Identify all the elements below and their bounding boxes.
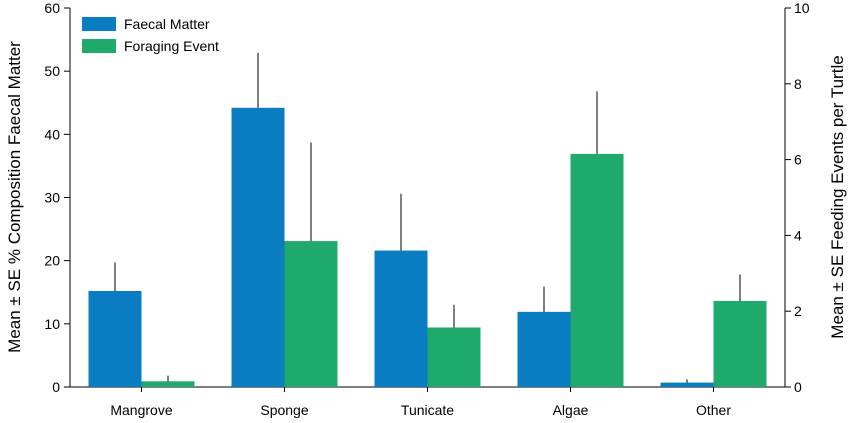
y2-tick-label: 0 [794, 379, 802, 395]
y-tick-label: 30 [44, 190, 60, 206]
legend-label-foraging-event: Foraging Event [124, 38, 219, 54]
y2-tick-label: 2 [794, 303, 802, 319]
y2-axis-title: Mean ± SE Feeding Events per Turtle [828, 55, 847, 338]
y-tick-label: 20 [44, 253, 60, 269]
bar [660, 382, 714, 387]
y-tick-label: 0 [52, 379, 60, 395]
y-tick-label: 40 [44, 126, 60, 142]
bar [713, 300, 767, 387]
bar [284, 241, 338, 387]
bar [374, 250, 428, 387]
bar [570, 153, 624, 387]
y2-tick-label: 6 [794, 152, 802, 168]
x-tick-label: Other [696, 402, 731, 418]
legend: Faecal Matter Foraging Event [82, 16, 219, 54]
ticks-layer: 0 10 20 30 40 50 60 0 2 4 6 8 10 Mangrove Sponge Tunica… [44, 0, 809, 418]
bars-layer [88, 52, 767, 387]
y2-tick-label: 4 [794, 227, 802, 243]
bar [231, 107, 285, 387]
bar [517, 311, 571, 387]
bar [141, 381, 195, 387]
bar [427, 327, 481, 387]
legend-swatch-faecal-matter [82, 17, 116, 31]
y-axis-title: Mean ± SE % Composition Faecal Matter [5, 41, 24, 353]
y-tick-label: 10 [44, 316, 60, 332]
x-tick-label: Tunicate [401, 402, 454, 418]
legend-swatch-foraging-event [82, 39, 116, 53]
y2-tick-label: 8 [794, 76, 802, 92]
x-tick-label: Algae [553, 402, 589, 418]
y-tick-label: 50 [44, 63, 60, 79]
y-tick-label: 60 [44, 0, 60, 16]
y2-tick-label: 10 [794, 0, 810, 16]
bar [88, 290, 142, 387]
x-tick-label: Sponge [260, 402, 308, 418]
x-tick-label: Mangrove [110, 402, 172, 418]
legend-label-faecal-matter: Faecal Matter [124, 16, 210, 32]
